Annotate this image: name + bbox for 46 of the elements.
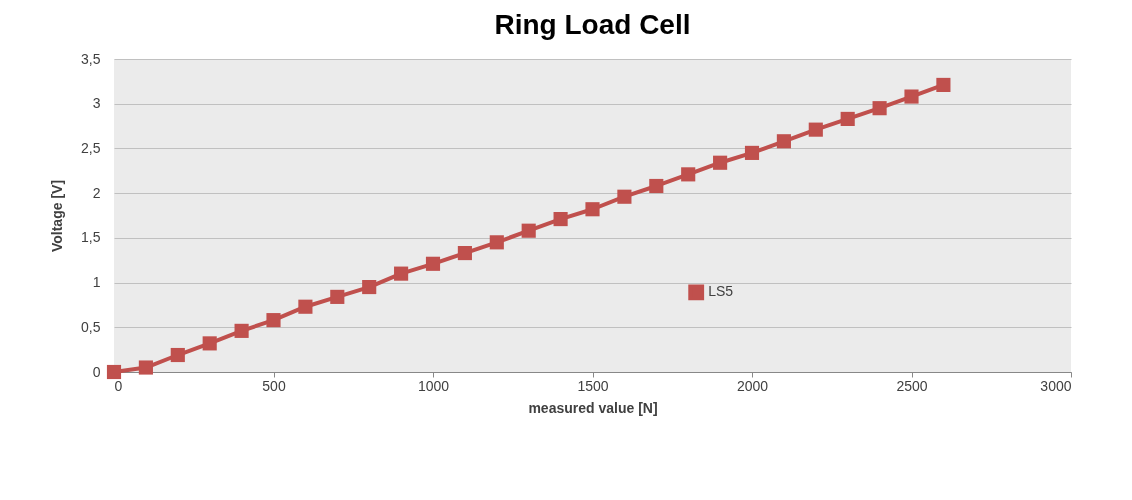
point [744,145,760,160]
y-tick-label: 0 [92,363,101,380]
point [872,101,887,116]
point [170,347,185,363]
point [266,313,281,328]
x-tick-label: 2000 [736,377,769,394]
x-tick-label: 2500 [896,377,928,394]
x-tick-label: 3000 [1040,377,1072,394]
y-tick-label: 0,5 [81,318,101,335]
point [202,336,217,351]
point [776,134,791,149]
point [489,235,504,250]
point [904,89,919,104]
x-tick-label: 0 [114,377,123,394]
point [362,279,377,295]
point [713,155,728,170]
point [457,245,472,261]
point [585,202,600,217]
point [649,178,664,194]
point [553,212,568,227]
chart-title: Ring Load Cell [494,9,691,40]
point [840,111,855,126]
y-tick-label: 1 [92,274,101,291]
point [681,167,696,182]
y-axis-title: Voltage [V] [49,179,66,253]
x-tick-label: 500 [262,377,286,394]
point [330,289,345,304]
point [521,223,536,238]
point [106,364,122,380]
y-tick-label: 2 [92,184,101,201]
point [234,323,249,338]
point [394,266,409,281]
point [138,360,153,375]
legend-label: LS5 [708,283,734,300]
x-axis-title: measured value [N] [528,399,658,416]
y-tick-label: 2,5 [81,139,101,156]
y-tick-label: 1,5 [81,229,101,246]
point [936,77,951,93]
point [808,122,823,137]
x-tick-label: 1500 [577,377,609,394]
point [617,189,632,204]
point [425,256,441,271]
y-tick-label: 3,5 [81,50,101,67]
y-tick-label: 3 [92,95,101,112]
point [298,299,313,314]
x-tick-label: 1000 [417,377,450,394]
